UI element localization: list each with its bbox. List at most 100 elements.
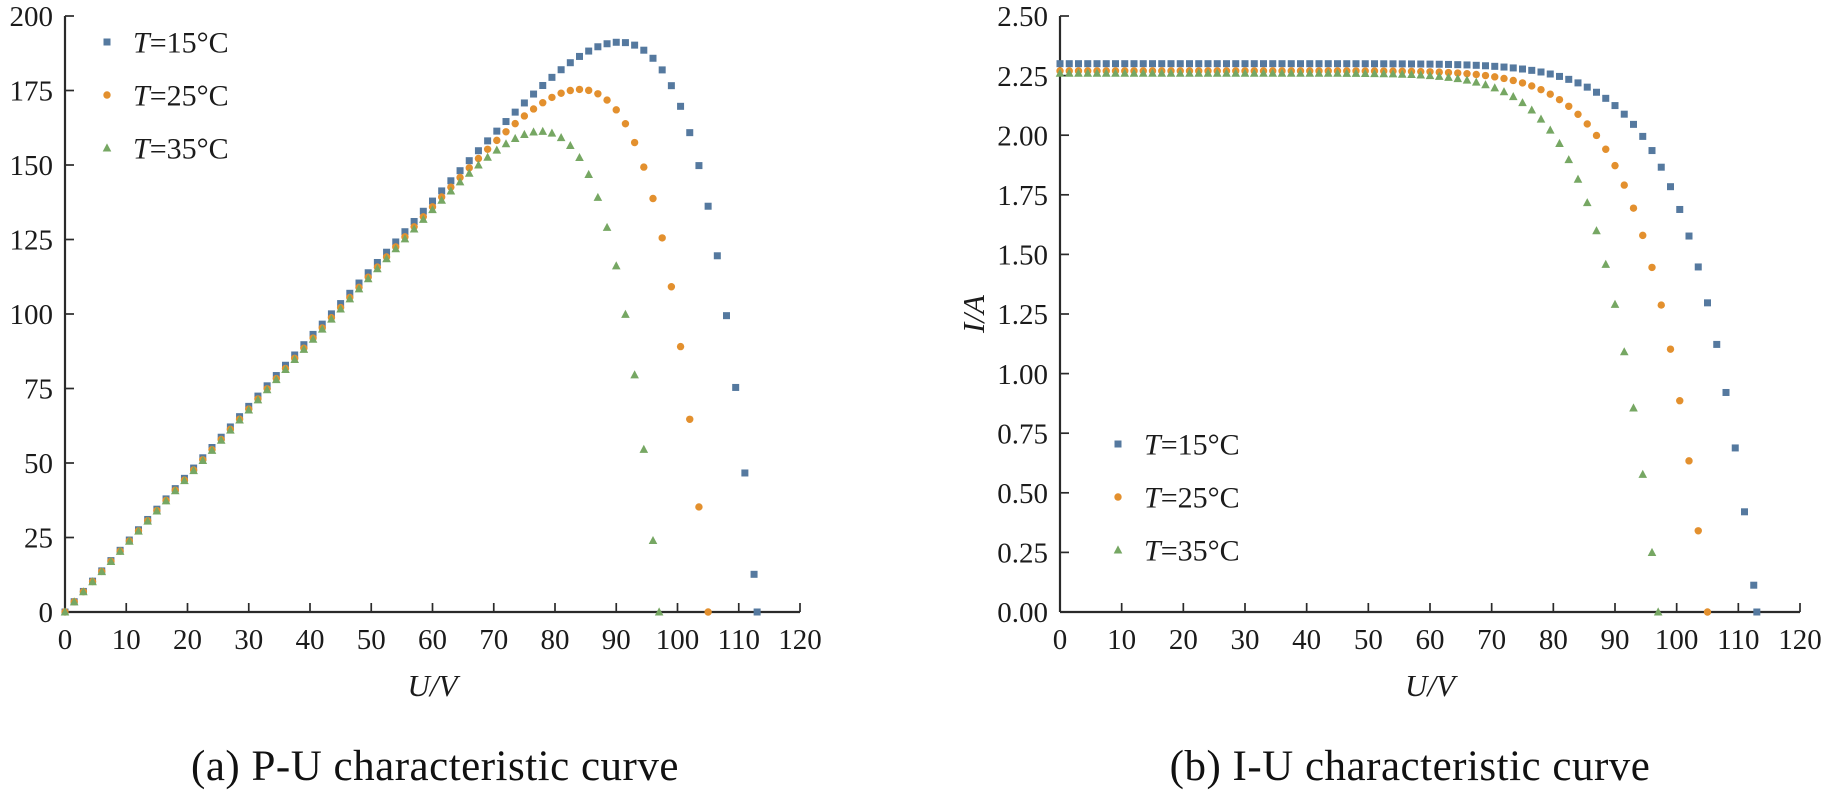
data-point-circle: [1676, 397, 1684, 405]
data-point-square: [429, 197, 436, 205]
data-point-triangle: [354, 284, 364, 293]
y-tick-label: 0: [39, 597, 54, 629]
data-point-square: [1602, 94, 1610, 102]
data-point-triangle: [1148, 68, 1157, 77]
data-point-triangle: [1222, 68, 1231, 77]
data-point-square: [631, 41, 639, 49]
data-point-triangle: [363, 274, 373, 283]
data-point-circle: [1444, 68, 1453, 77]
data-point-circle: [483, 145, 492, 154]
y-tick-label: 75: [24, 374, 53, 406]
data-point-triangle: [1129, 68, 1139, 77]
data-point-triangle: [1619, 347, 1629, 356]
data-point-triangle: [1638, 469, 1648, 478]
data-point-circle: [1639, 231, 1647, 240]
data-point-circle: [1463, 69, 1471, 78]
data-point-circle: [1555, 95, 1564, 104]
data-point-square: [1620, 110, 1628, 118]
data-point-triangle: [125, 536, 134, 545]
legend-label-symbol: T: [1144, 535, 1163, 568]
data-point-triangle: [1425, 70, 1435, 80]
data-point-triangle: [538, 126, 548, 135]
data-point-triangle: [1462, 75, 1472, 84]
data-point-circle: [603, 96, 611, 104]
data-point-square: [1361, 60, 1369, 68]
data-point-circle: [1518, 79, 1527, 87]
data-point-triangle: [446, 186, 456, 195]
data-point-circle: [493, 136, 501, 145]
legend-label-symbol: T: [133, 27, 152, 60]
data-point-circle: [566, 86, 575, 95]
x-tick-label: 90: [602, 624, 631, 656]
data-point-square: [346, 289, 354, 297]
data-point-triangle: [464, 168, 474, 177]
legend-label-value: =35°C: [150, 133, 229, 166]
legend-label: T=25°C: [1144, 482, 1240, 515]
legend-label-symbol: T: [133, 80, 152, 113]
data-point-square: [1574, 79, 1582, 87]
data-point-triangle: [1305, 68, 1315, 77]
data-point-triangle: [143, 516, 152, 525]
data-point-circle: [511, 119, 519, 128]
data-point-triangle: [566, 140, 575, 150]
data-point-square: [1114, 440, 1122, 448]
data-point-square: [677, 102, 685, 110]
data-point-square: [1639, 132, 1647, 140]
legend-item: T=25°C: [103, 80, 229, 113]
axes: 0 10 20 30 40 50 60 70 80 90 100 110 120 0 25 50 75 100 12…: [10, 1, 822, 703]
x-tick-label: 90: [1601, 624, 1630, 656]
data-point-square: [1713, 340, 1721, 348]
y-tick-label: 2.50: [997, 1, 1048, 33]
data-point-circle: [1611, 161, 1619, 170]
x-tick-label: 40: [296, 624, 325, 656]
data-point-circle: [686, 415, 694, 423]
data-point-square: [1380, 60, 1388, 68]
data-point-square: [502, 118, 510, 126]
data-point-triangle: [409, 224, 419, 233]
data-point-triangle: [336, 304, 345, 313]
data-point-square: [103, 38, 111, 46]
legend-label: T=15°C: [1144, 429, 1240, 462]
data-point-triangle: [281, 364, 290, 374]
data-point-square: [355, 279, 363, 287]
data-point-circle: [1114, 493, 1122, 501]
data-point-triangle: [1407, 69, 1416, 79]
data-point-square: [1250, 60, 1258, 68]
data-point-square: [1195, 60, 1203, 68]
data-point-triangle: [345, 294, 355, 303]
data-point-square: [1315, 60, 1323, 68]
data-point-circle: [1648, 263, 1656, 272]
data-point-triangle: [262, 385, 272, 394]
data-point-square: [1167, 60, 1175, 68]
data-point-triangle: [198, 455, 208, 464]
data-point-square: [1528, 66, 1536, 74]
data-point-square: [704, 202, 712, 210]
data-point-square: [1463, 61, 1471, 69]
data-point-triangle: [1351, 68, 1361, 77]
data-point-triangle: [520, 129, 529, 138]
data-point-triangle: [253, 395, 263, 404]
data-point-triangle: [483, 152, 492, 161]
data-point-square: [649, 54, 657, 62]
data-point-triangle: [1416, 70, 1426, 79]
x-tick-label: 10: [112, 624, 141, 656]
y-tick-label: 1.25: [997, 299, 1048, 331]
data-point-triangle: [455, 177, 465, 186]
data-point-square: [1306, 60, 1314, 68]
data-point-triangle: [639, 444, 649, 453]
data-point-triangle: [226, 425, 235, 434]
data-point-triangle: [1203, 68, 1213, 77]
data-point-square: [612, 38, 620, 46]
data-point-circle: [1657, 301, 1665, 309]
data-point-triangle: [621, 309, 630, 318]
data-point-triangle: [1092, 68, 1102, 77]
data-point-triangle: [1138, 68, 1148, 77]
data-point-triangle: [1592, 226, 1601, 235]
x-tick-label: 120: [1778, 624, 1822, 656]
data-point-triangle: [1249, 68, 1259, 77]
data-point-square: [1500, 63, 1508, 71]
y-tick-label: 25: [24, 523, 53, 555]
data-point-square: [1611, 102, 1619, 110]
data-point-square: [576, 52, 583, 60]
data-point-square: [1204, 60, 1212, 68]
